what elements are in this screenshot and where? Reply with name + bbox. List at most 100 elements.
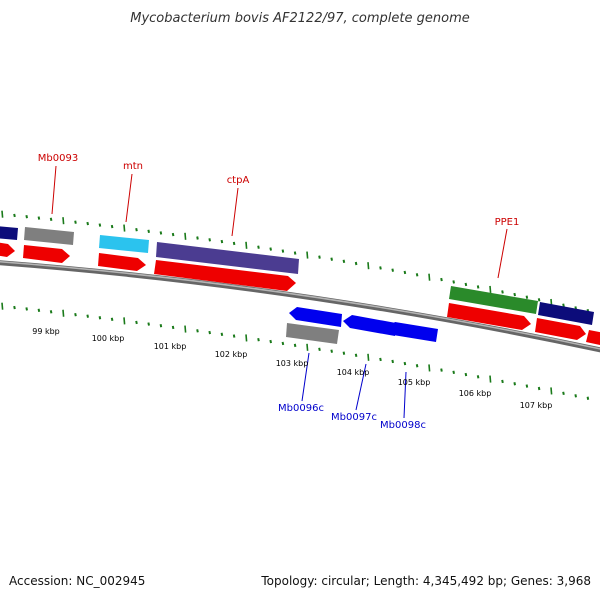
minor-tick [232,241,236,246]
minor-tick [37,308,41,313]
label-connector [497,228,508,279]
gene-feature-green [449,286,538,314]
minor-tick [281,249,285,253]
minor-tick [171,325,175,330]
minor-tick [403,361,407,366]
minor-tick [440,368,443,372]
minor-tick [452,280,455,284]
minor-tick [403,270,407,275]
minor-tick [220,239,224,244]
minor-tick [171,232,175,237]
major-tick [62,217,65,225]
minor-tick [476,375,480,379]
major-tick [245,334,248,342]
minor-tick [562,303,565,307]
minor-tick [330,349,333,353]
label-connector [51,165,57,215]
major-tick [123,317,126,325]
minor-tick [232,334,236,338]
major-tick [489,375,492,383]
genome-backbone [0,260,600,353]
cds-arrow-forward [447,303,531,330]
cds-arrow-forward [23,245,70,263]
forward-gene-labels: Mb0093 mtn ctpA PPE1 [38,153,520,279]
minor-tick [147,229,150,233]
gene-feature-cyan [99,235,149,253]
kbp-label: 106 kbp [459,389,492,398]
gene-label-mb0098c: Mb0098c [380,420,426,431]
major-tick [367,353,370,361]
kbp-label: 104 kbp [337,368,370,377]
minor-tick [37,216,41,220]
minor-tick [208,238,211,242]
minor-tick [293,251,297,255]
minor-tick [159,324,163,328]
minor-tick [25,307,28,311]
minor-tick [220,332,224,337]
gene-label-ppe1: PPE1 [495,217,520,228]
label-connector [403,371,407,419]
major-tick [184,325,187,333]
label-connector [231,187,239,237]
minor-tick [574,394,577,398]
kbp-label: 102 kbp [215,350,248,359]
forward-cds-row [0,242,600,345]
major-tick [123,224,126,232]
cds-arrow-forward [0,242,15,257]
reverse-cds-row [286,307,438,344]
cds-arrow-reverse [343,315,396,336]
minor-tick [281,341,285,346]
gene-label-ctpa: ctpA [227,175,250,186]
minor-tick [513,292,516,297]
major-tick [428,273,431,281]
kbp-scale-labels: 99 kbp 100 kbp 101 kbp 102 kbp 103 kbp 1… [32,327,552,410]
major-tick [1,302,4,310]
gene-type-row [0,226,594,325]
gene-label-mb0096c: Mb0096c [278,403,324,414]
minor-tick [525,384,529,388]
gene-feature-gray [24,227,74,245]
minor-tick [147,322,150,326]
minor-tick [501,290,504,294]
minor-tick [452,370,455,375]
gene-feature-gray [286,323,339,344]
major-tick [184,232,187,240]
minor-tick [269,247,272,251]
map-title: Mycobacterium bovis AF2122/97, complete … [130,11,469,26]
minor-tick [135,227,138,232]
minor-tick [110,224,114,229]
minor-tick [257,338,260,342]
genome-backbone-highlight [0,261,600,350]
kbp-label: 103 kbp [276,359,309,368]
minor-tick [135,320,138,325]
gene-label-mb0097c: Mb0097c [331,412,377,423]
cds-arrow-forward [98,253,146,271]
minor-tick [13,305,16,310]
minor-tick [86,221,89,226]
minor-tick [440,277,443,282]
gene-feature-navy [538,302,594,325]
minor-tick [562,391,565,396]
minor-tick [379,266,382,270]
minor-tick [318,255,321,259]
label-connector [125,173,133,223]
major-tick [62,309,65,317]
major-tick [367,262,370,270]
minor-tick [391,268,394,272]
minor-tick [196,236,199,240]
minor-tick [330,257,333,261]
outer-tick-row [1,210,590,313]
minor-tick [354,353,358,357]
kbp-label: 99 kbp [32,327,60,336]
minor-tick [74,313,77,317]
inner-tick-row [1,302,590,400]
minor-tick [513,382,516,386]
minor-tick [110,317,114,321]
cds-arrow-reverse [387,322,438,342]
kbp-label: 101 kbp [154,342,187,351]
minor-tick [537,386,541,391]
minor-tick [464,282,468,287]
cds-arrow-reverse [289,307,342,327]
major-tick [245,241,248,249]
